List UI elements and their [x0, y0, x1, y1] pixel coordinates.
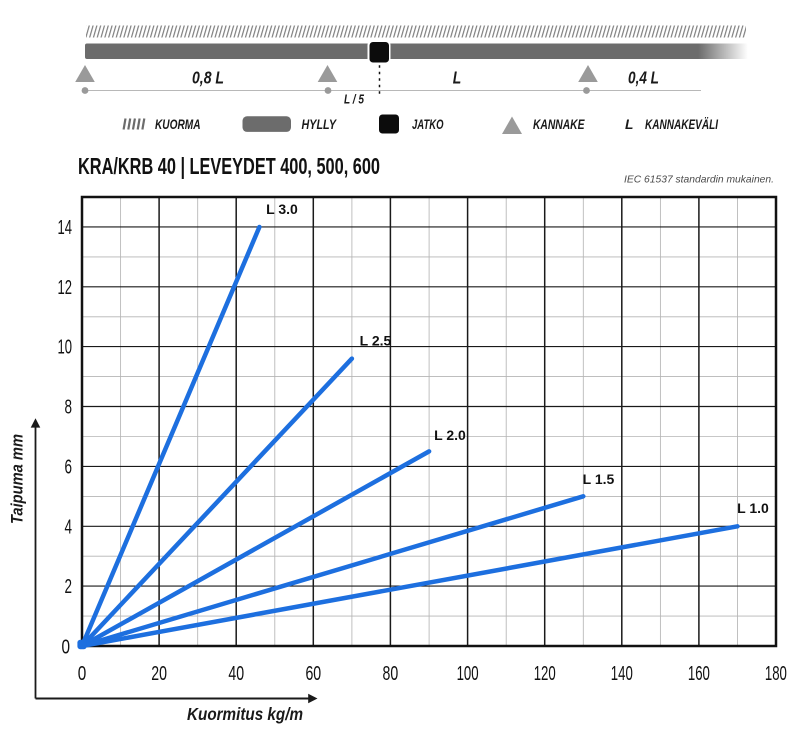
svg-text:L 2.0: L 2.0: [434, 427, 466, 443]
svg-text:8: 8: [65, 397, 73, 419]
svg-text:80: 80: [383, 663, 399, 685]
svg-text:0: 0: [78, 663, 87, 685]
svg-text:4: 4: [65, 516, 73, 538]
svg-text:6: 6: [65, 456, 73, 478]
svg-text:40: 40: [228, 663, 244, 685]
svg-text:14: 14: [58, 217, 73, 239]
svg-text:HYLLY: HYLLY: [302, 117, 338, 132]
svg-text:Taipuma mm: Taipuma mm: [8, 434, 27, 524]
svg-text:L 3.0: L 3.0: [266, 201, 298, 217]
svg-text:140: 140: [611, 663, 633, 685]
svg-text:L / 5: L / 5: [344, 92, 365, 107]
svg-text:60: 60: [305, 663, 321, 685]
svg-text:160: 160: [688, 663, 710, 685]
svg-text:0,8 L: 0,8 L: [192, 68, 224, 88]
svg-text:20: 20: [151, 663, 167, 685]
svg-text:12: 12: [58, 277, 73, 299]
svg-text:KUORMA: KUORMA: [155, 117, 201, 132]
svg-text:JATKO: JATKO: [412, 117, 444, 132]
svg-text:10: 10: [58, 337, 73, 359]
svg-text:100: 100: [457, 663, 479, 685]
svg-text:L 1.5: L 1.5: [583, 471, 615, 487]
svg-text:KRA/KRB 40 | LEVEYDET 400, 500: KRA/KRB 40 | LEVEYDET 400, 500, 600: [78, 153, 380, 179]
svg-text:KANNAKE: KANNAKE: [533, 117, 585, 132]
svg-text:L: L: [453, 68, 462, 88]
svg-text:120: 120: [534, 663, 556, 685]
svg-text:2: 2: [65, 576, 73, 598]
svg-text:Kuormitus kg/m: Kuormitus kg/m: [187, 704, 303, 724]
svg-text:0: 0: [62, 637, 71, 659]
svg-text:IEC 61537 standardin mukainen.: IEC 61537 standardin mukainen.: [624, 174, 774, 186]
svg-text:180: 180: [765, 663, 787, 685]
svg-text:0,4 L: 0,4 L: [628, 68, 659, 88]
svg-text:L 1.0: L 1.0: [737, 500, 769, 516]
svg-text:KANNAKEVÄLI: KANNAKEVÄLI: [645, 116, 719, 132]
svg-text:L: L: [625, 117, 633, 132]
svg-text:L 2.5: L 2.5: [360, 333, 392, 349]
